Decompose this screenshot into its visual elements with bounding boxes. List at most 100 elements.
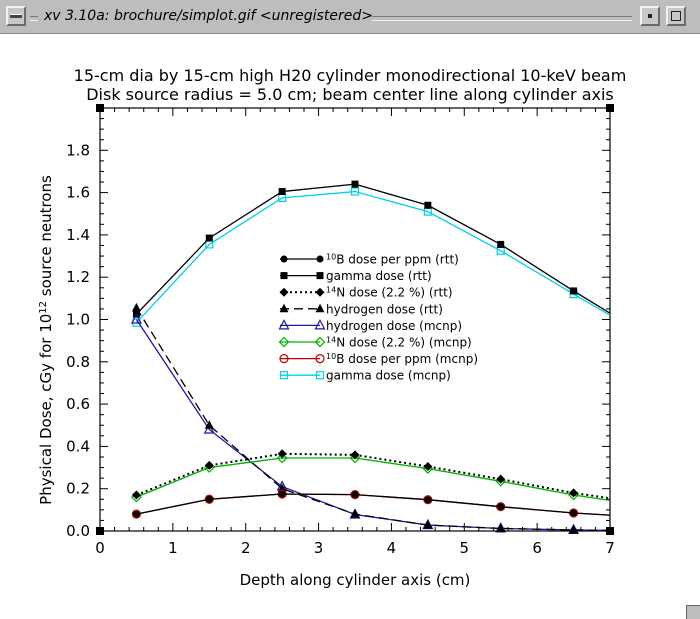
legend-label: gamma dose (mcnp) xyxy=(326,369,451,383)
axis-ticks: 0 1 2 3 4 5 6 7 0.0 0.2 0.4 0.6 0.8 1.0 1.2 1.4 1.6 1.8 xyxy=(66,108,615,557)
legend-entry: 14N dose (2.2 %) (mcnp) xyxy=(278,335,472,350)
legend-label: 14N dose (2.2 %) (rtt) xyxy=(326,285,453,300)
legend-label: 10B dose per ppm (rtt) xyxy=(326,252,459,267)
legend-label-sup: 10 xyxy=(326,352,336,361)
series-line xyxy=(136,493,611,516)
y-tick-label: 0.6 xyxy=(66,395,90,413)
data-point xyxy=(278,188,286,196)
data-point xyxy=(130,313,142,324)
data-point xyxy=(496,523,506,532)
legend-marker xyxy=(279,371,289,380)
x-axis-label: Depth along cylinder axis (cm) xyxy=(240,571,471,589)
legend-label-sup: 14 xyxy=(326,285,336,294)
legend-marker xyxy=(315,287,325,297)
titlebar-rule-right xyxy=(372,16,632,21)
y-tick-label: 1.6 xyxy=(66,184,90,202)
data-point xyxy=(497,503,505,511)
y-axis-label-post: source neutrons xyxy=(37,175,55,301)
titlebar-rule-left xyxy=(30,16,38,21)
series-line xyxy=(135,307,611,532)
data-point xyxy=(204,420,214,429)
series-line xyxy=(135,183,611,315)
y-axis-label: Physical Dose, cGy for 1012 source neutr… xyxy=(37,175,55,505)
legend-marker xyxy=(278,336,290,348)
legend-marker xyxy=(315,371,325,380)
y-tick-label: 1.8 xyxy=(66,141,90,159)
x-tick-label: 1 xyxy=(168,539,178,557)
data-point xyxy=(350,450,360,460)
legend-entry: 10B dose per ppm (mcnp) xyxy=(279,352,478,367)
y-tick-label: 0.2 xyxy=(66,480,90,498)
legend-entry: 10B dose per ppm (rtt) xyxy=(280,252,459,267)
data-point xyxy=(349,452,361,464)
legend-entry: hydrogen dose (rtt) xyxy=(279,302,443,316)
data-point xyxy=(350,187,360,196)
legend-marker xyxy=(280,272,288,280)
data-point xyxy=(423,461,433,471)
series-0 xyxy=(132,490,611,518)
legend-label: gamma dose (rtt) xyxy=(326,269,432,283)
y-tick-label: 1.4 xyxy=(66,226,90,244)
window-title: xv 3.10a: brochure/simplot.gif <unregist… xyxy=(44,8,373,24)
window-menu-button[interactable] xyxy=(6,6,26,26)
legend-label: hydrogen dose (mcnp) xyxy=(326,319,462,333)
data-point xyxy=(570,509,578,517)
legend-label-text: N dose (2.2 %) (rtt) xyxy=(336,286,452,300)
legend-marker xyxy=(280,255,288,263)
window-maximize-button[interactable] xyxy=(666,6,686,26)
legend-entry: gamma dose (rtt) xyxy=(280,269,432,283)
chart-title-line2: Disk source radius = 5.0 cm; beam center… xyxy=(86,85,614,104)
x-tick-label: 6 xyxy=(532,539,542,557)
legend-marker xyxy=(316,255,324,263)
window-titlebar[interactable]: xv 3.10a: brochure/simplot.gif <unregist… xyxy=(0,0,700,34)
legend-entry: hydrogen dose (mcnp) xyxy=(278,319,462,333)
legend-entry: 14N dose (2.2 %) (rtt) xyxy=(279,285,453,300)
series-3 xyxy=(131,302,611,534)
legend-label-text: N dose (2.2 %) (mcnp) xyxy=(336,336,472,350)
x-tick-label: 7 xyxy=(605,539,615,557)
data-point xyxy=(205,495,213,503)
legend-marker xyxy=(314,336,326,348)
data-point xyxy=(569,524,579,534)
dose-plot: 15-cm dia by 15-cm high H20 cylinder mon… xyxy=(0,34,700,619)
y-axis-label-pre: Physical Dose, cGy for 10 xyxy=(37,314,55,505)
legend-label: 10B dose per ppm (mcnp) xyxy=(326,352,478,367)
legend-label: hydrogen dose (rtt) xyxy=(326,302,443,316)
data-point xyxy=(351,180,359,188)
x-tick-label: 4 xyxy=(387,539,397,557)
legend-label-sup: 14 xyxy=(326,335,336,344)
legend-label: 14N dose (2.2 %) (mcnp) xyxy=(326,335,472,350)
data-point xyxy=(277,449,287,459)
legend-entry: gamma dose (mcnp) xyxy=(279,369,451,383)
data-point xyxy=(278,490,286,498)
data-point xyxy=(424,201,432,209)
chart-title-line1: 15-cm dia by 15-cm high H20 cylinder mon… xyxy=(74,66,627,85)
legend-marker xyxy=(278,319,290,330)
legend-marker xyxy=(279,303,289,313)
legend-marker xyxy=(279,354,289,364)
data-point xyxy=(132,510,140,518)
legend-marker xyxy=(314,319,326,330)
window-minimize-button[interactable] xyxy=(640,6,660,26)
legend: 10B dose per ppm (rtt) gamma dose (rtt) 14… xyxy=(278,252,478,383)
x-tick-label: 3 xyxy=(314,539,324,557)
data-point xyxy=(131,509,142,519)
y-tick-label: 0.4 xyxy=(66,437,90,455)
series-line xyxy=(136,457,611,501)
data-point xyxy=(351,491,359,499)
series-line xyxy=(135,190,611,324)
series-layer xyxy=(130,180,611,535)
y-tick-label: 0.8 xyxy=(66,353,90,371)
series-2 xyxy=(131,449,611,500)
data-point xyxy=(569,488,579,498)
legend-label-sup: 10 xyxy=(326,252,336,261)
legend-marker xyxy=(279,287,289,297)
x-tick-label: 2 xyxy=(241,539,251,557)
plot-canvas xyxy=(0,34,700,619)
scroll-corner[interactable] xyxy=(686,605,700,619)
y-tick-label: 0.0 xyxy=(66,522,90,540)
legend-marker xyxy=(315,354,325,364)
data-point xyxy=(131,490,141,500)
data-point xyxy=(350,509,360,518)
